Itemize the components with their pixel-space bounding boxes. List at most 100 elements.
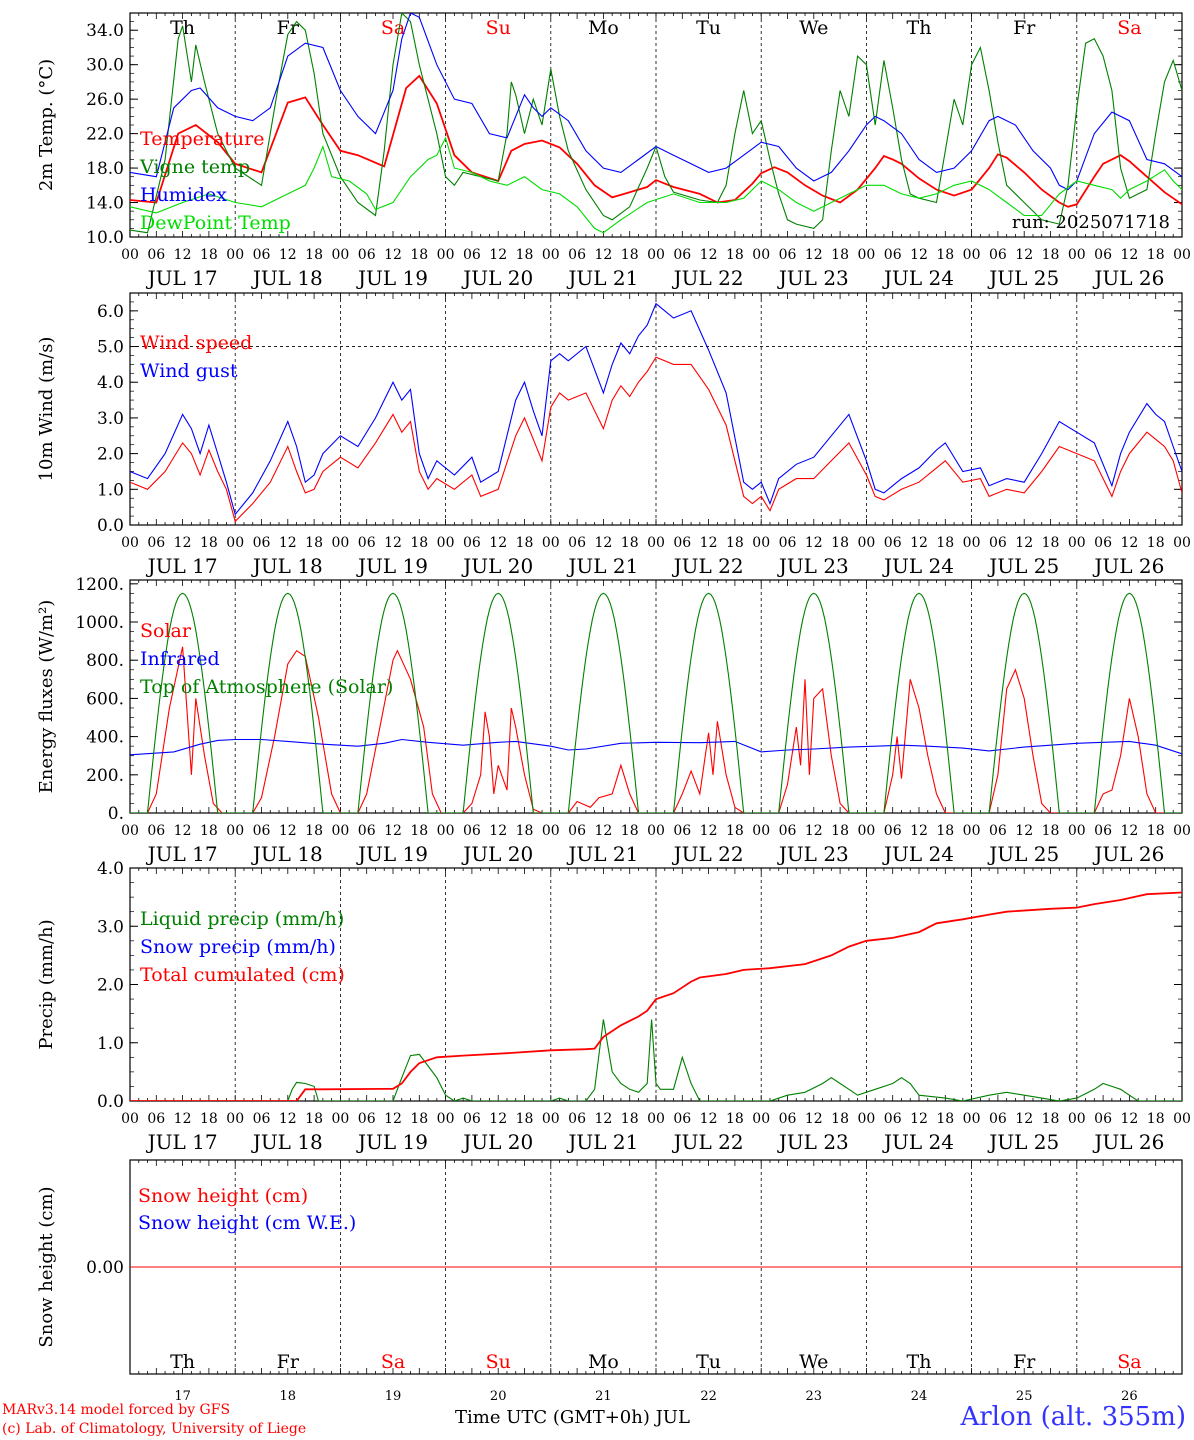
x-hour-label: 12	[1015, 247, 1033, 263]
x-hour-label: 18	[305, 1111, 323, 1127]
x-hour-label: 00	[226, 1111, 244, 1127]
x-hour-label: 18	[726, 1111, 744, 1127]
y-axis-label: 10m Wind (m/s)	[36, 337, 57, 482]
x-hour-label: 18	[200, 1111, 218, 1127]
panel-snow: 0.00 Snow height (cm) Th Fr Sa Su Mo Tu We Th Fr Sa…	[36, 1159, 1183, 1404]
x-day-label: JUL 22	[672, 842, 744, 866]
x-hour-label: 06	[779, 1111, 797, 1127]
x-hour-label: 18	[200, 823, 218, 839]
x-hour-label: 00	[963, 535, 981, 551]
weekday-label: We	[799, 17, 828, 39]
x-day-label: JUL 23	[777, 554, 849, 578]
x-hour-label: 00	[963, 823, 981, 839]
x-day-label: JUL 19	[356, 842, 428, 866]
x-hour-label: 06	[568, 535, 586, 551]
x-day-label: JUL 17	[146, 554, 218, 578]
x-hour-label: 06	[884, 823, 902, 839]
x-hour-label: 12	[700, 247, 718, 263]
x-hour-label: 12	[174, 1111, 192, 1127]
legend-entry: Liquid precip (mm/h)	[140, 908, 344, 930]
x-day-label: JUL 25	[987, 554, 1059, 578]
x-hour-label: 18	[516, 247, 534, 263]
series-line	[130, 302, 1182, 516]
x-hour-label: 18	[1147, 247, 1165, 263]
x-day-label: JUL 26	[1092, 1130, 1164, 1154]
x-hour-label: 00	[857, 823, 875, 839]
x-day-label: JUL 23	[777, 266, 849, 290]
legend-entry: Vigne temp	[139, 156, 250, 178]
x-hour-label: 00	[437, 1111, 455, 1127]
x-day-label: JUL 22	[672, 266, 744, 290]
x-hour-label: 00	[226, 535, 244, 551]
y-tick-label: 1000.	[75, 613, 124, 633]
x-day-label: JUL 22	[672, 1130, 744, 1154]
x-hour-label: 18	[621, 247, 639, 263]
legend-entry: Humidex	[140, 184, 227, 206]
x-day-label: JUL 24	[882, 554, 954, 578]
weekday-label: Th	[907, 17, 932, 39]
x-hour-label: 06	[568, 247, 586, 263]
x-hour-label: 06	[779, 823, 797, 839]
x-day-label: JUL 21	[566, 554, 638, 578]
x-hour-label: 18	[1147, 1111, 1165, 1127]
x-hour-label: 12	[489, 1111, 507, 1127]
x-hour-label: 06	[147, 247, 165, 263]
y-tick-label: 200.	[86, 766, 124, 786]
x-hour-label: 00	[1068, 823, 1086, 839]
legend-entry: DewPoint Temp	[140, 212, 291, 234]
x-hour-label: 00	[542, 823, 560, 839]
x-hour-label: 12	[594, 247, 612, 263]
y-axis-label: Energy fluxes (W/m²)	[36, 600, 57, 794]
day-number-label: 20	[490, 1389, 507, 1404]
legend-entry: Top of Atmosphere (Solar)	[140, 676, 393, 698]
x-hour-label: 12	[384, 247, 402, 263]
panel-wind: 0.0 1.0 2.0 3.0 4.0 5.0 6.0 10m Wind (m/s) 00 06 1…	[36, 292, 1191, 578]
x-hour-label: 00	[331, 823, 349, 839]
x-hour-label: 00	[121, 1111, 139, 1127]
x-hour-label: 00	[331, 1111, 349, 1127]
x-hour-label: 18	[516, 535, 534, 551]
day-number-label: 23	[806, 1389, 823, 1404]
y-tick-label: 3.0	[97, 409, 124, 429]
weekday-label: Mo	[588, 17, 619, 39]
x-hour-label: 00	[752, 535, 770, 551]
x-day-label: JUL 21	[566, 266, 638, 290]
weekday-label: We	[799, 1351, 828, 1373]
x-hour-label: 12	[700, 823, 718, 839]
y-tick-label: 2.0	[97, 445, 124, 465]
x-hour-label: 18	[516, 1111, 534, 1127]
y-tick-label: 600.	[86, 689, 124, 709]
x-hour-label: 18	[1042, 1111, 1060, 1127]
x-day-label: JUL 24	[882, 266, 954, 290]
y-tick-label: 0.0	[97, 516, 124, 536]
x-hour-label: 00	[647, 823, 665, 839]
x-day-label: JUL 19	[356, 554, 428, 578]
x-hour-label: 18	[831, 247, 849, 263]
x-hour-label: 06	[253, 1111, 271, 1127]
x-day-label: JUL 20	[461, 1130, 533, 1154]
weekday-label: Tu	[696, 1351, 721, 1373]
x-hour-label: 00	[226, 823, 244, 839]
x-hour-label: 00	[1173, 535, 1191, 551]
y-tick-label: 4.0	[97, 859, 124, 879]
x-hour-label: 18	[410, 823, 428, 839]
lab-credit: (c) Lab. of Climatology, University of L…	[2, 1421, 307, 1437]
x-hour-label: 00	[752, 247, 770, 263]
day-number-label: 19	[385, 1389, 402, 1404]
weekday-label: Fr	[1013, 17, 1036, 39]
x-day-label: JUL 24	[882, 842, 954, 866]
weekday-label: Fr	[277, 17, 300, 39]
day-number-label: 26	[1121, 1389, 1138, 1404]
x-hour-label: 00	[1068, 535, 1086, 551]
x-hour-label: 00	[647, 535, 665, 551]
x-hour-label: 06	[147, 1111, 165, 1127]
legend-entry: Snow height (cm)	[138, 1185, 308, 1207]
x-hour-label: 12	[594, 535, 612, 551]
x-hour-label: 18	[726, 247, 744, 263]
x-hour-label: 18	[936, 535, 954, 551]
x-hour-label: 18	[1042, 535, 1060, 551]
panel-energy: 0. 200. 400. 600. 800. 1000. 1200. Energy fluxe…	[36, 575, 1191, 866]
x-hour-label: 12	[489, 247, 507, 263]
series-line	[130, 13, 1182, 234]
x-hour-label: 12	[279, 535, 297, 551]
